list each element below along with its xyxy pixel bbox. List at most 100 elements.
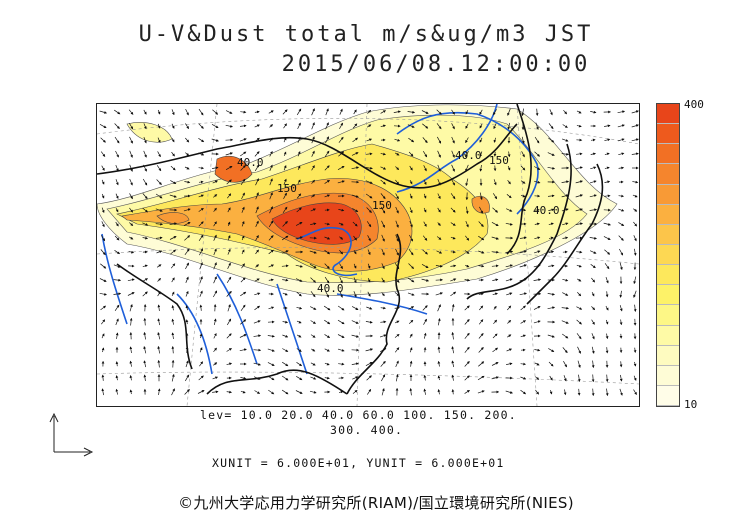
wind-vector [157, 332, 161, 340]
wind-vector [254, 110, 260, 114]
wind-vector [506, 362, 513, 366]
wind-vector [421, 278, 430, 282]
wind-vector [142, 193, 148, 200]
wind-vector [239, 334, 247, 338]
wind-vector [324, 376, 330, 380]
wind-vector [199, 304, 203, 311]
wind-vector [171, 305, 175, 311]
wind-vector [157, 388, 161, 396]
wind-vector [156, 179, 162, 186]
wind-vector [225, 110, 233, 114]
wind-vector [548, 236, 554, 240]
wind-vector [114, 250, 121, 255]
wind-vector [255, 249, 259, 255]
wind-vector [436, 236, 442, 240]
wind-vector [408, 263, 414, 269]
wind-vector [101, 319, 106, 325]
wind-vector [547, 166, 556, 170]
wind-vector [269, 192, 273, 200]
wind-vector [534, 166, 541, 170]
wind-vector [184, 248, 190, 256]
wind-vector [101, 207, 105, 214]
wind-vector [619, 262, 623, 271]
wind-vector [142, 291, 148, 297]
wind-vector [253, 334, 262, 338]
wind-vector [169, 194, 177, 198]
wind-vector [296, 207, 302, 213]
wind-vector [491, 221, 499, 227]
wind-vector [310, 291, 316, 298]
wind-vector [395, 248, 399, 256]
wind-vector [352, 376, 359, 380]
wind-vector [129, 150, 133, 158]
wind-vector [99, 123, 107, 129]
wind-vector [101, 388, 105, 396]
wind-vector [115, 164, 119, 172]
wind-vector [295, 264, 303, 268]
color-bar-step [657, 345, 679, 366]
wind-vector [589, 236, 597, 240]
wind-vector [281, 250, 289, 254]
wind-vector [365, 348, 374, 352]
wind-vector [281, 264, 289, 268]
wind-vector [366, 138, 373, 142]
wind-vector [380, 193, 386, 200]
wind-vector [212, 180, 218, 184]
color-bar [656, 103, 680, 407]
wind-vector [549, 375, 553, 381]
wind-vector [199, 262, 203, 270]
wind-vector [129, 222, 134, 226]
wind-vector [241, 206, 245, 213]
wind-vector [450, 207, 456, 213]
wind-vector [115, 193, 119, 199]
wind-vector [281, 235, 289, 241]
wind-vector [157, 345, 161, 354]
wind-vector [394, 306, 400, 310]
wind-vector [240, 178, 246, 185]
wind-vector [269, 150, 273, 157]
wind-vector [520, 208, 527, 212]
wind-vector [157, 123, 161, 129]
wind-vector [157, 278, 161, 282]
wind-vector [423, 221, 427, 227]
wind-vector [324, 263, 330, 269]
wind-vector [409, 220, 413, 228]
wind-vector [493, 137, 497, 143]
wind-vector [171, 388, 175, 396]
wind-vector [423, 193, 427, 199]
wind-vector [268, 249, 274, 255]
wind-vector [451, 109, 455, 115]
wind-vector [129, 375, 133, 381]
wind-vector [408, 277, 415, 283]
dust-plume [97, 104, 618, 296]
wind-vector [143, 123, 147, 130]
wind-vector [604, 124, 611, 128]
wind-vector [311, 108, 315, 116]
wind-vector [395, 206, 399, 214]
wind-vector [353, 277, 357, 284]
chart-datetime: 2015/06/08.12:00:00 [281, 52, 591, 77]
wind-vector [381, 234, 385, 242]
wind-vector [241, 192, 245, 200]
wind-vector [605, 276, 609, 284]
wind-vector [295, 390, 303, 394]
wind-vector [213, 276, 217, 284]
wind-vector [143, 317, 147, 326]
wind-vector [437, 304, 441, 312]
wind-vector [240, 319, 247, 325]
wind-vector [520, 376, 527, 380]
wind-vector [115, 179, 119, 186]
wind-vector [533, 320, 541, 324]
wind-vector [296, 348, 302, 352]
wind-vector [465, 206, 469, 214]
contour-labels: 40.0 150 40.0 150 40.0 150 40.0 [237, 149, 560, 295]
wind-vector [535, 122, 539, 130]
wind-vector [157, 291, 161, 297]
wind-vector [577, 278, 582, 282]
wind-vector [198, 180, 204, 184]
wind-vector [128, 250, 135, 254]
wind-vector [296, 362, 303, 367]
wind-vector [605, 305, 609, 311]
wind-vector [604, 138, 611, 142]
wind-vector [157, 151, 161, 158]
